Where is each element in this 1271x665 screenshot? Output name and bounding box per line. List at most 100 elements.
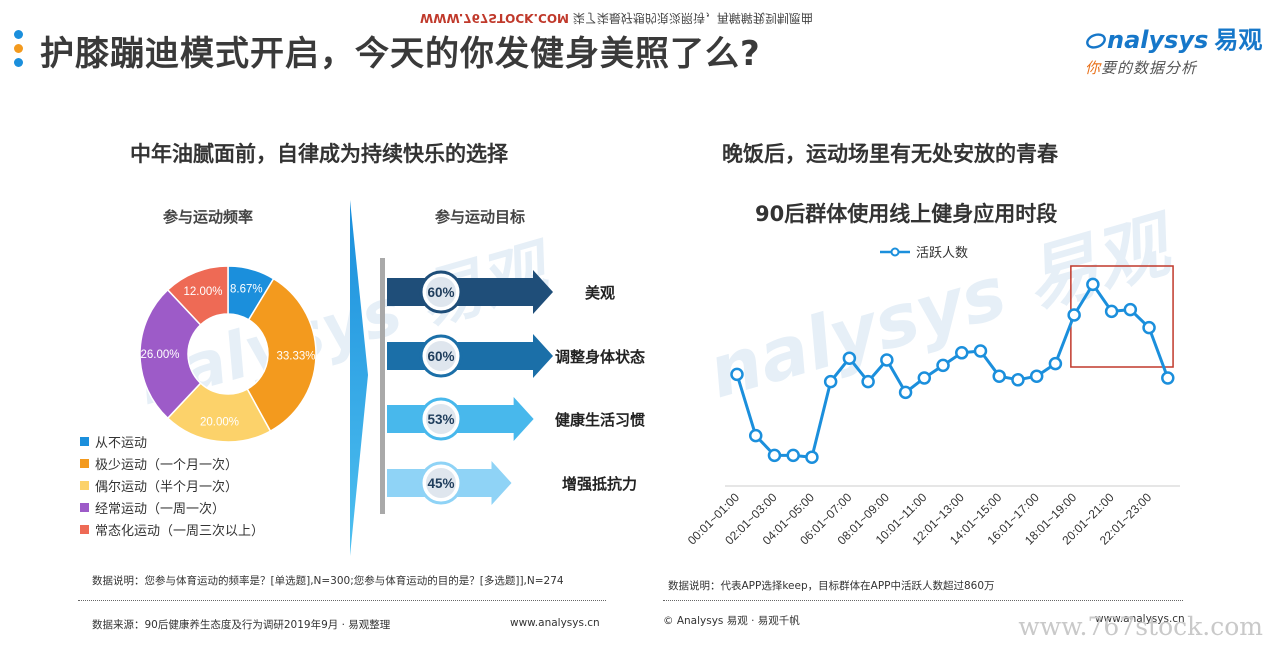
logo-slogan: 要的数据分析: [1101, 59, 1198, 77]
series-point: [730, 367, 744, 382]
series-line: [735, 282, 1170, 459]
goal-arrow: 45%: [387, 461, 512, 505]
line-legend-marker: [880, 247, 910, 256]
goal-arrow-row: 60%: [387, 270, 557, 314]
legend-label: 常态化运动（一周三次以上）: [95, 523, 265, 539]
logo-brand-cn: 易观: [1214, 26, 1263, 54]
goal-arrow-row: 53%: [387, 397, 538, 441]
left-data-source: 数据来源：90后健康养生态度及行为调研2019年9月 · 易观整理: [92, 619, 391, 631]
donut-slice-label: 33.33%: [276, 350, 315, 362]
series-point: [917, 371, 932, 385]
goal-value-label: 53%: [427, 412, 454, 427]
left-data-note: 数据说明：您参与体育运动的频率是？[单选题],N=300;您参与体育运动的目的是…: [92, 575, 564, 587]
donut-slice-label: 12.00%: [183, 286, 222, 298]
series-point: [1104, 304, 1119, 319]
series-point: [973, 344, 988, 358]
legend-swatch: [80, 436, 89, 446]
legend-item: 偶尔运动（半个月一次）: [80, 474, 264, 496]
title-dot: [14, 44, 23, 53]
series-point: [1142, 320, 1156, 335]
series-point: [842, 351, 857, 365]
goal-chart-title: 参与运动目标: [435, 208, 526, 226]
goal-category-label: 健康生活习惯: [555, 411, 646, 429]
series-point: [1029, 369, 1044, 383]
goal-category-label: 增强抵抗力: [562, 475, 638, 493]
logo-swirl-icon: [1086, 33, 1106, 49]
goal-value-badge-inner: [426, 404, 456, 434]
goal-arrow: 60%: [387, 334, 553, 378]
goal-arrow-row: 60%: [387, 334, 557, 378]
series-point: [805, 450, 819, 464]
left-dotted-divider: [78, 600, 606, 601]
series-point: [992, 369, 1006, 383]
legend-label: 偶尔运动（半个月一次）: [95, 479, 239, 495]
logo-slogan-accent: 你: [1085, 59, 1102, 77]
goal-value-badge-inner: [426, 277, 456, 307]
goal-value-label: 60%: [427, 349, 454, 364]
right-data-note: 数据说明：代表APP选择keep，目标群体在APP中活跃人数超过860万: [668, 580, 995, 592]
legend-swatch: [80, 524, 89, 534]
goal-value-badge-inner: [426, 341, 456, 371]
legend-label: 极少运动（一个月一次）: [95, 457, 239, 473]
legend-swatch: [80, 502, 89, 512]
line-chart-title: 90后群体使用线上健身应用时段: [755, 202, 1058, 226]
left-site: www.analysys.cn: [510, 617, 600, 629]
goal-category-label: 调整身体状态: [555, 348, 646, 366]
analysys-logo: nalysys 易观 你要的数据分析: [1085, 20, 1262, 78]
series-point: [1048, 356, 1063, 371]
series-point: [880, 353, 894, 367]
line-legend: 活跃人数: [880, 242, 968, 261]
goal-category-label: 美观: [585, 284, 616, 302]
logo-brand: nalysys: [1107, 26, 1209, 54]
legend-swatch: [80, 480, 89, 490]
legend-swatch: [80, 458, 89, 468]
donut-slice: [246, 277, 317, 433]
right-section-title: 晚饭后，运动场里有无处安放的青春: [722, 142, 1058, 166]
donut-slice-label: 8.67%: [230, 284, 263, 296]
legend-item: 经常运动（一周一次）: [80, 496, 264, 518]
series-point: [748, 428, 763, 443]
right-dotted-divider: [663, 600, 1183, 601]
frequency-donut-chart: 8.67% 33.33% 20.00% 26.00% 12.00%: [139, 265, 317, 443]
donut-slice-label: 20.00%: [200, 416, 239, 428]
donut-slice: [139, 288, 202, 420]
right-copyright: © Analysys 易观 · 易观千帆: [663, 615, 800, 627]
divider-arrow: [350, 200, 368, 556]
goal-value-badge-inner: [426, 468, 456, 498]
series-point: [898, 385, 913, 400]
series-point: [1086, 277, 1100, 292]
donut-slice-label: 26.00%: [140, 349, 179, 361]
series-point: [1123, 302, 1138, 317]
goal-arrow: 53%: [387, 397, 534, 441]
line-legend-label: 活跃人数: [916, 246, 969, 261]
series-point: [823, 374, 838, 389]
legend-label: 经常运动（一周一次）: [95, 501, 226, 517]
donut-slice: [166, 265, 229, 326]
goal-value-label: 60%: [427, 285, 454, 300]
legend-item: 常态化运动（一周三次以上）: [80, 518, 264, 540]
page-title: 护膝蹦迪模式开启，今天的你发健身美照了么?: [40, 34, 761, 74]
series-point: [861, 374, 875, 389]
frequency-legend: 从不运动极少运动（一个月一次） 偶尔运动（半个月一次） 经常运动（一周一次） 常态化运…: [80, 430, 264, 540]
corner-watermark: www.767stock.com: [1018, 612, 1263, 641]
series-point: [955, 346, 969, 360]
title-dot: [14, 58, 23, 67]
frequency-chart-title: 参与运动频率: [163, 208, 254, 226]
left-section-title: 中年油腻面前，自律成为持续快乐的选择: [130, 142, 508, 166]
donut-slice: [166, 382, 272, 443]
title-dot: [14, 30, 23, 39]
title-dots: [14, 30, 24, 72]
legend-label: 从不运动: [95, 435, 148, 451]
goal-arrow-row: 45%: [387, 461, 516, 505]
legend-item: 极少运动（一个月一次）: [80, 452, 264, 474]
series-point: [767, 448, 782, 463]
goal-axis: [380, 258, 385, 514]
series-point: [786, 448, 800, 463]
series-point: [936, 358, 950, 373]
goal-arrow: 60%: [387, 270, 553, 314]
series-point: [1011, 373, 1025, 387]
goal-value-label: 45%: [427, 476, 454, 491]
right-site: www.analysys.cn: [1095, 613, 1185, 625]
series-point: [1067, 308, 1081, 322]
